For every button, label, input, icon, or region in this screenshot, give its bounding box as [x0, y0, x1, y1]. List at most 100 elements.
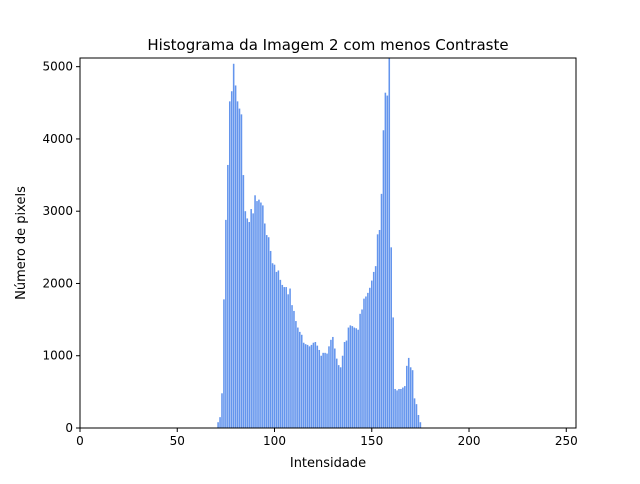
y-tick-label: 2000: [42, 276, 73, 290]
histogram-bar: [355, 328, 357, 428]
histogram-bar: [289, 288, 291, 428]
y-tick-label: 4000: [42, 132, 73, 146]
histogram-bar: [402, 387, 404, 428]
histogram-bar: [240, 114, 243, 429]
plot-frame: [79, 57, 577, 429]
x-tick-label: 250: [555, 434, 578, 448]
histogram-bar: [300, 334, 303, 428]
histogram-bar: [419, 422, 422, 428]
histogram-bar: [281, 284, 284, 428]
histogram-bar: [390, 247, 392, 428]
histogram-bar: [244, 211, 247, 428]
histogram-bar: [314, 342, 317, 428]
histogram-bar: [227, 164, 229, 428]
histogram-bar: [378, 229, 381, 428]
histogram-bar: [267, 237, 270, 428]
histogram-bar: [337, 365, 340, 428]
histogram-bar: [369, 287, 371, 428]
histogram-bar: [306, 344, 309, 428]
histogram-bar: [392, 317, 394, 428]
histogram-bar: [279, 279, 282, 428]
histogram-bar: [260, 202, 262, 428]
histogram-bar: [347, 327, 350, 428]
histogram-bar: [297, 327, 299, 428]
histogram-bar: [376, 234, 379, 428]
histogram-bar: [363, 298, 365, 428]
x-tick-label: 150: [360, 434, 383, 448]
y-axis-label: Número de pixels: [14, 186, 29, 300]
histogram-bar: [357, 329, 359, 428]
x-axis-ticks: 0 50 100 150 200 250: [76, 428, 578, 448]
histogram-bar: [400, 388, 402, 428]
bars-layer: [217, 58, 422, 429]
histogram-bar: [221, 393, 223, 428]
histogram-bar: [302, 342, 305, 428]
histogram-bar: [404, 386, 406, 428]
histogram-bar: [310, 344, 313, 428]
histogram-bar: [394, 388, 396, 428]
y-tick-label: 0: [65, 421, 73, 435]
histogram-bar: [293, 310, 295, 428]
x-axis-label: Intensidade: [290, 456, 366, 471]
histogram-bar: [324, 352, 326, 428]
histogram-bar: [287, 294, 289, 428]
histogram-bar: [407, 357, 410, 428]
histogram-bar: [339, 367, 342, 428]
histogram-bar: [232, 63, 235, 428]
histogram-bar: [349, 325, 352, 428]
histogram-bar: [264, 223, 266, 428]
histogram-bar: [295, 321, 297, 428]
histogram-bar: [417, 414, 420, 428]
histogram-bar: [271, 263, 274, 428]
histogram-bar: [273, 264, 276, 428]
histogram-bar: [398, 388, 400, 428]
x-tick-label: 0: [76, 434, 84, 448]
histogram-bar: [411, 370, 414, 428]
histogram-bar: [252, 213, 254, 428]
histogram-bar: [236, 101, 239, 429]
histogram-bar: [318, 349, 321, 428]
histogram-bar: [308, 346, 311, 428]
y-tick-label: 3000: [42, 204, 73, 218]
histogram-bar: [380, 193, 383, 428]
histogram-bar: [277, 270, 280, 428]
histogram-bar: [334, 348, 336, 428]
histogram-bar: [254, 195, 256, 428]
histogram-bar: [413, 398, 416, 428]
histogram-bar: [316, 345, 319, 428]
histogram-bar: [384, 92, 387, 428]
histogram-bar: [258, 199, 260, 428]
histogram-bar: [386, 95, 389, 428]
histogram-bar: [388, 58, 391, 428]
x-tick-label: 100: [263, 434, 286, 448]
x-tick-label: 200: [458, 434, 481, 448]
histogram-bar: [396, 390, 398, 428]
histogram-bar: [320, 355, 322, 428]
histogram-bar: [367, 292, 369, 428]
histogram-bar: [312, 342, 315, 428]
histogram-bar: [406, 365, 408, 428]
histogram-bar: [238, 108, 241, 428]
histogram-bar: [345, 340, 348, 428]
histogram-bar: [291, 305, 293, 428]
histogram-bar: [283, 287, 286, 428]
histogram-bar: [353, 327, 356, 428]
histogram-bar: [372, 271, 375, 428]
histogram-bar: [223, 299, 225, 428]
y-axis-ticks: 0 1000 2000 3000 4000 5000: [42, 60, 80, 435]
histogram-bar: [299, 331, 301, 428]
histogram-bar: [365, 296, 367, 428]
histogram-bar: [341, 355, 344, 428]
histogram-bar: [230, 91, 233, 429]
histogram-bar: [217, 422, 219, 428]
histogram-bar: [343, 342, 346, 428]
histogram-bar: [330, 339, 332, 428]
histogram-bar: [228, 101, 231, 429]
x-tick-label: 50: [170, 434, 185, 448]
histogram-bar: [275, 271, 278, 428]
histogram-bar: [361, 309, 363, 428]
histogram-bar: [322, 352, 324, 428]
histogram-bar: [242, 175, 245, 428]
